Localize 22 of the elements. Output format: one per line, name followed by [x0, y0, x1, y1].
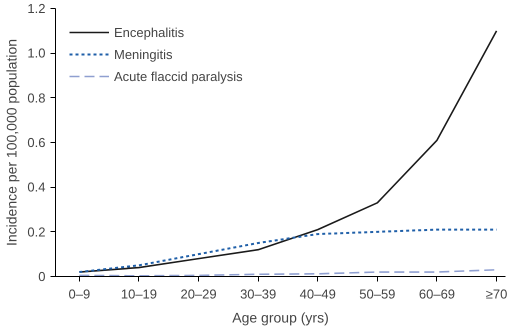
x-axis-title: Age group (yrs): [232, 310, 329, 326]
x-tick-label: 10–19: [120, 286, 158, 302]
x-tick-label: 20–29: [180, 286, 217, 302]
x-tick-label: 60–69: [418, 286, 456, 302]
y-tick-label: 0.2: [27, 224, 46, 240]
x-tick-label: 50–59: [359, 286, 396, 302]
line-series: [78, 269, 498, 276]
y-tick-label: 1.0: [27, 46, 46, 61]
y-tick-label: 0: [38, 269, 46, 284]
x-tick-label: 0–9: [68, 286, 90, 302]
line-series: [78, 228, 498, 274]
y-tick-label: 0.8: [27, 90, 46, 106]
y-tick-label: 0.6: [27, 135, 46, 150]
x-tick-label: 30–39: [240, 286, 276, 302]
legend-label: Acute flaccid paralysis: [114, 68, 243, 84]
y-axis-title: Incidence per 100,000 population: [3, 38, 20, 246]
y-tick-label: 1.2: [27, 1, 46, 16]
y-tick-label: 0.4: [27, 180, 46, 195]
x-tick-label: ≥70: [486, 286, 508, 302]
legend-label: Encephalitis: [114, 24, 184, 40]
legend-label: Meningitis: [114, 46, 173, 62]
x-tick-label: 40–49: [300, 286, 336, 302]
